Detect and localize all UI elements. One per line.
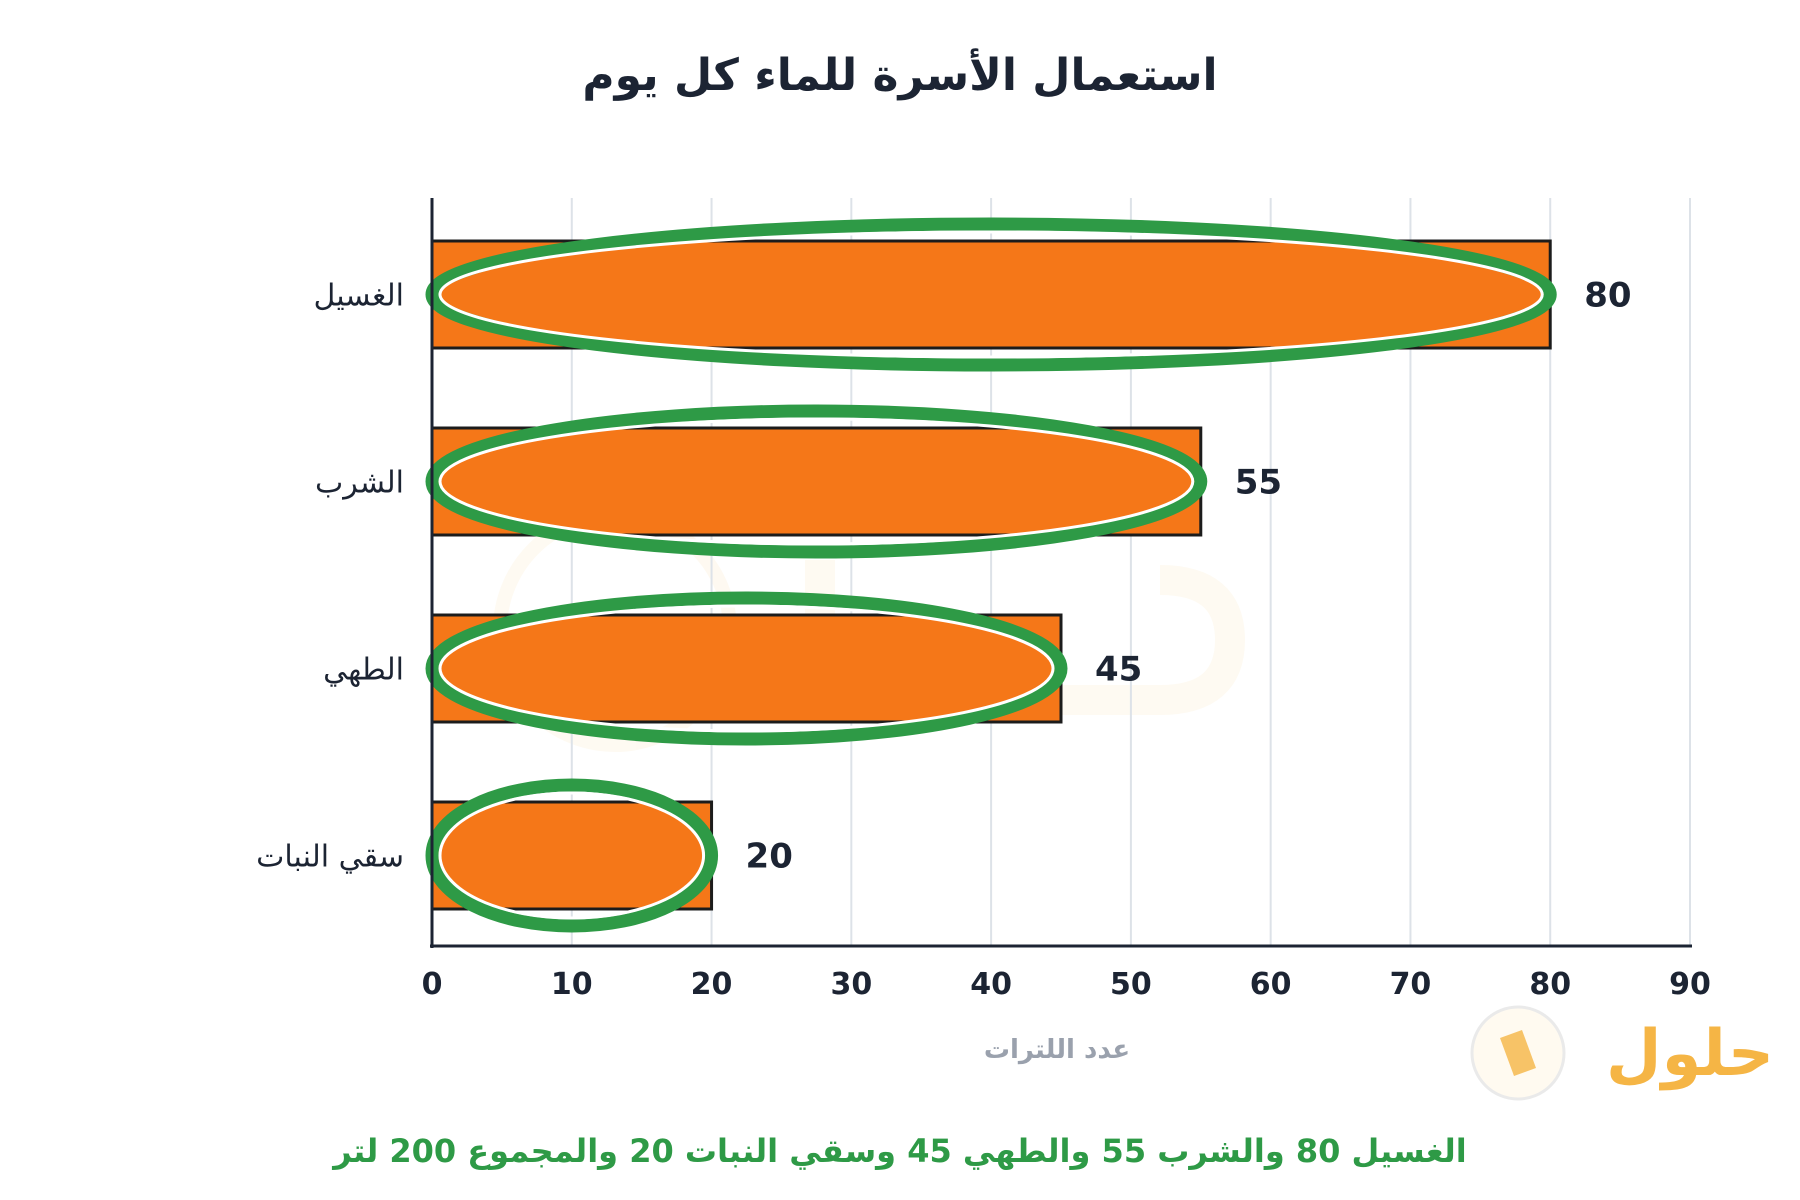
x-tick-label: 10 — [551, 967, 593, 1002]
x-tick-label: 60 — [1250, 967, 1292, 1002]
value-label: 20 — [746, 837, 793, 877]
x-tick-label: 30 — [830, 967, 872, 1002]
bars — [430, 239, 1552, 911]
x-axis-label: عدد اللترات — [984, 1035, 1130, 1065]
category-label: سقي النبات — [256, 840, 404, 875]
chart-title: استعمال الأسرة للماء كل يوم — [582, 48, 1217, 101]
bar — [430, 800, 714, 911]
x-tick-label: 80 — [1529, 967, 1571, 1002]
x-tick-label: 50 — [1110, 967, 1152, 1002]
category-label: الشرب — [315, 466, 404, 501]
axes — [430, 198, 1692, 948]
logo-book-icon — [1500, 1030, 1536, 1076]
x-tick-label: 90 — [1669, 967, 1711, 1002]
category-label: الطهي — [323, 653, 404, 688]
labels: 0 10 20 30 40 50 60 70 80 90 الغسيل 80 الشرب 55 الطهي 4… — [256, 276, 1711, 1003]
bar — [430, 426, 1203, 537]
category-label: الغسيل — [314, 279, 404, 314]
summary-text: الغسيل 80 والشرب 55 والطهي 45 وسقي النبا… — [331, 1132, 1467, 1170]
site-logo: حلول — [1470, 1005, 1774, 1101]
bar-ellipse-inner — [438, 604, 1055, 733]
bar — [430, 239, 1552, 350]
x-tick-label: 0 — [422, 967, 443, 1002]
bar-ellipse-inner — [438, 417, 1195, 546]
bar-ellipse-inner — [438, 230, 1544, 359]
bar-ellipse-inner — [438, 791, 706, 920]
value-label: 55 — [1235, 463, 1282, 503]
x-tick-label: 20 — [691, 967, 733, 1002]
logo-text: حلول — [1606, 1017, 1774, 1091]
value-label: 80 — [1584, 276, 1631, 316]
x-tick-label: 40 — [970, 967, 1012, 1002]
value-label: 45 — [1095, 650, 1142, 690]
x-tick-label: 70 — [1390, 967, 1432, 1002]
bar — [430, 613, 1063, 724]
